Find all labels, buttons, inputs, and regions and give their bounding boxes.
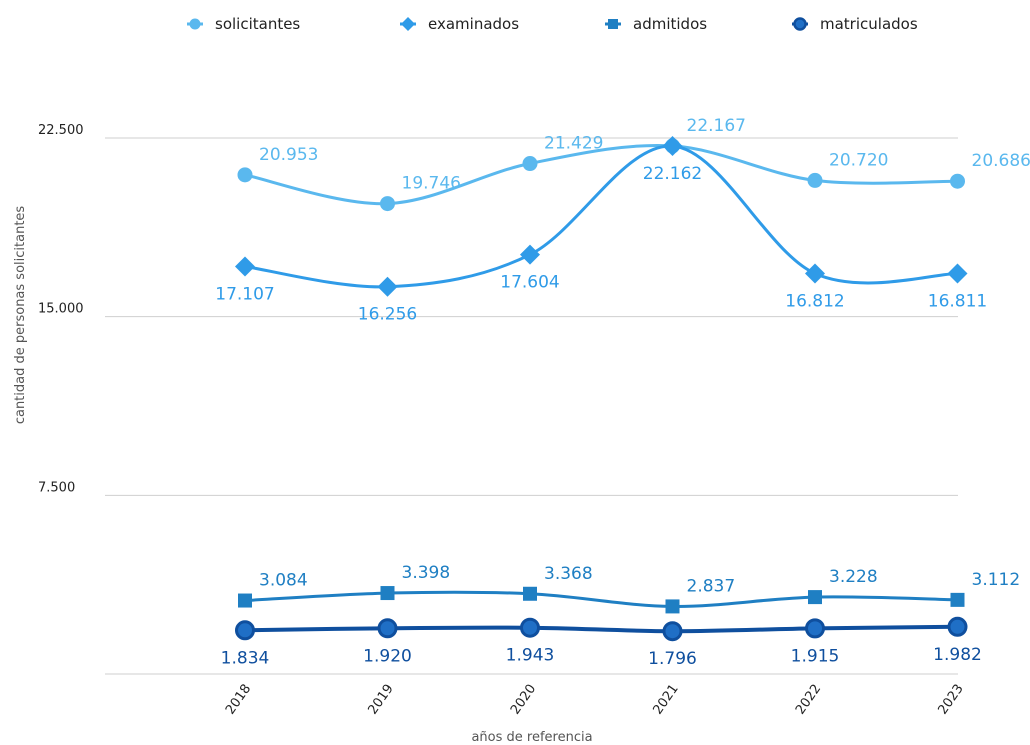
x-tick-label: 2021 xyxy=(651,682,682,718)
data-label-solicitantes: 20.686 xyxy=(972,151,1030,171)
x-tick-label: 2018 xyxy=(223,682,254,718)
marker-admitidos xyxy=(950,592,965,607)
marker-solicitantes xyxy=(522,156,538,172)
marker-solicitantes xyxy=(807,172,823,188)
x-tick-label: 2023 xyxy=(936,682,967,718)
marker-matriculados xyxy=(947,616,968,637)
legend-marker xyxy=(793,17,807,31)
marker-admitidos xyxy=(808,590,822,605)
marker-matriculados xyxy=(805,618,825,639)
data-label-solicitantes: 19.746 xyxy=(402,174,461,194)
legend-label: admitidos xyxy=(633,15,707,33)
marker-matriculados xyxy=(662,621,683,642)
y-tick-label: 7.500 xyxy=(38,480,75,495)
series-line-matriculados xyxy=(244,624,958,634)
marker-solicitantes xyxy=(237,167,253,183)
x-axis: 2018 2019 2020 2021 2022 2023 xyxy=(223,682,967,718)
series-line-admitidos xyxy=(244,590,958,608)
legend-item-solicitantes: solicitantes xyxy=(187,15,300,33)
data-label-examinados: 16.811 xyxy=(928,292,987,312)
series-lines xyxy=(244,144,958,634)
marker-admitidos xyxy=(380,586,395,601)
x-tick-label: 2020 xyxy=(508,682,539,718)
marker-examinados xyxy=(947,263,968,284)
data-label-matriculados: 1.915 xyxy=(791,646,840,666)
data-label-solicitantes: 20.720 xyxy=(829,150,888,170)
grid xyxy=(105,137,958,675)
data-label-examinados: 17.604 xyxy=(500,273,559,293)
x-tick-label: 2022 xyxy=(793,682,824,718)
marker-matriculados xyxy=(235,620,255,641)
x-axis-title: años de referencia xyxy=(471,730,592,745)
marker-admitidos xyxy=(523,586,537,601)
y-tick-label: 22.500 xyxy=(38,123,84,138)
data-label-matriculados: 1.920 xyxy=(363,646,412,666)
data-label-admitidos: 2.837 xyxy=(687,576,736,596)
data-label-matriculados: 1.982 xyxy=(933,645,982,665)
data-label-examinados: 22.162 xyxy=(643,164,702,184)
data-label-matriculados: 1.943 xyxy=(506,646,555,666)
data-label-examinados: 17.107 xyxy=(215,284,274,304)
data-label-matriculados: 1.834 xyxy=(221,648,270,668)
marker-matriculados xyxy=(377,618,398,639)
y-tick-label: 15.000 xyxy=(38,302,84,317)
data-label-admitidos: 3.084 xyxy=(259,571,308,591)
y-axis: 7.500 15.000 22.500 xyxy=(38,123,84,495)
marker-examinados xyxy=(377,276,398,297)
data-label-matriculados: 1.796 xyxy=(648,649,697,669)
marker-examinados xyxy=(662,136,683,157)
marker-solicitantes xyxy=(950,173,965,189)
data-labels: 20.953 19.746 21.429 22.167 20.720 20.686 17.1… xyxy=(215,116,1030,669)
data-label-examinados: 16.812 xyxy=(785,292,844,312)
data-label-solicitantes: 21.429 xyxy=(544,134,603,154)
series-line-solicitantes xyxy=(244,144,958,206)
data-label-admitidos: 3.112 xyxy=(972,570,1021,590)
marker-examinados xyxy=(520,244,540,265)
legend-label: examinados xyxy=(428,15,519,33)
legend-item-matriculados: matriculados xyxy=(792,15,918,33)
legend-marker xyxy=(189,18,201,30)
marker-admitidos xyxy=(665,599,680,614)
marker-examinados xyxy=(235,256,255,277)
data-label-solicitantes: 20.953 xyxy=(259,145,318,165)
data-label-admitidos: 3.398 xyxy=(402,563,451,583)
legend-label: matriculados xyxy=(820,15,918,33)
marker-examinados xyxy=(805,263,825,284)
marker-admitidos xyxy=(238,593,252,608)
y-axis-title: cantidad de personas solicitantes xyxy=(13,206,28,425)
data-label-solicitantes: 22.167 xyxy=(687,116,746,136)
data-label-admitidos: 3.368 xyxy=(544,564,593,584)
legend-item-admitidos: admitidos xyxy=(605,15,707,33)
legend-marker xyxy=(401,17,415,31)
series-markers xyxy=(235,136,968,642)
data-label-admitidos: 3.228 xyxy=(829,567,878,587)
marker-solicitantes xyxy=(380,196,395,212)
x-tick-label: 2019 xyxy=(366,682,397,718)
legend: solicitantes examinados admitidos matricula… xyxy=(187,15,918,33)
legend-label: solicitantes xyxy=(215,15,300,33)
marker-matriculados xyxy=(520,617,540,638)
data-label-examinados: 16.256 xyxy=(358,305,417,325)
legend-marker xyxy=(608,19,618,29)
legend-item-examinados: examinados xyxy=(400,15,519,33)
